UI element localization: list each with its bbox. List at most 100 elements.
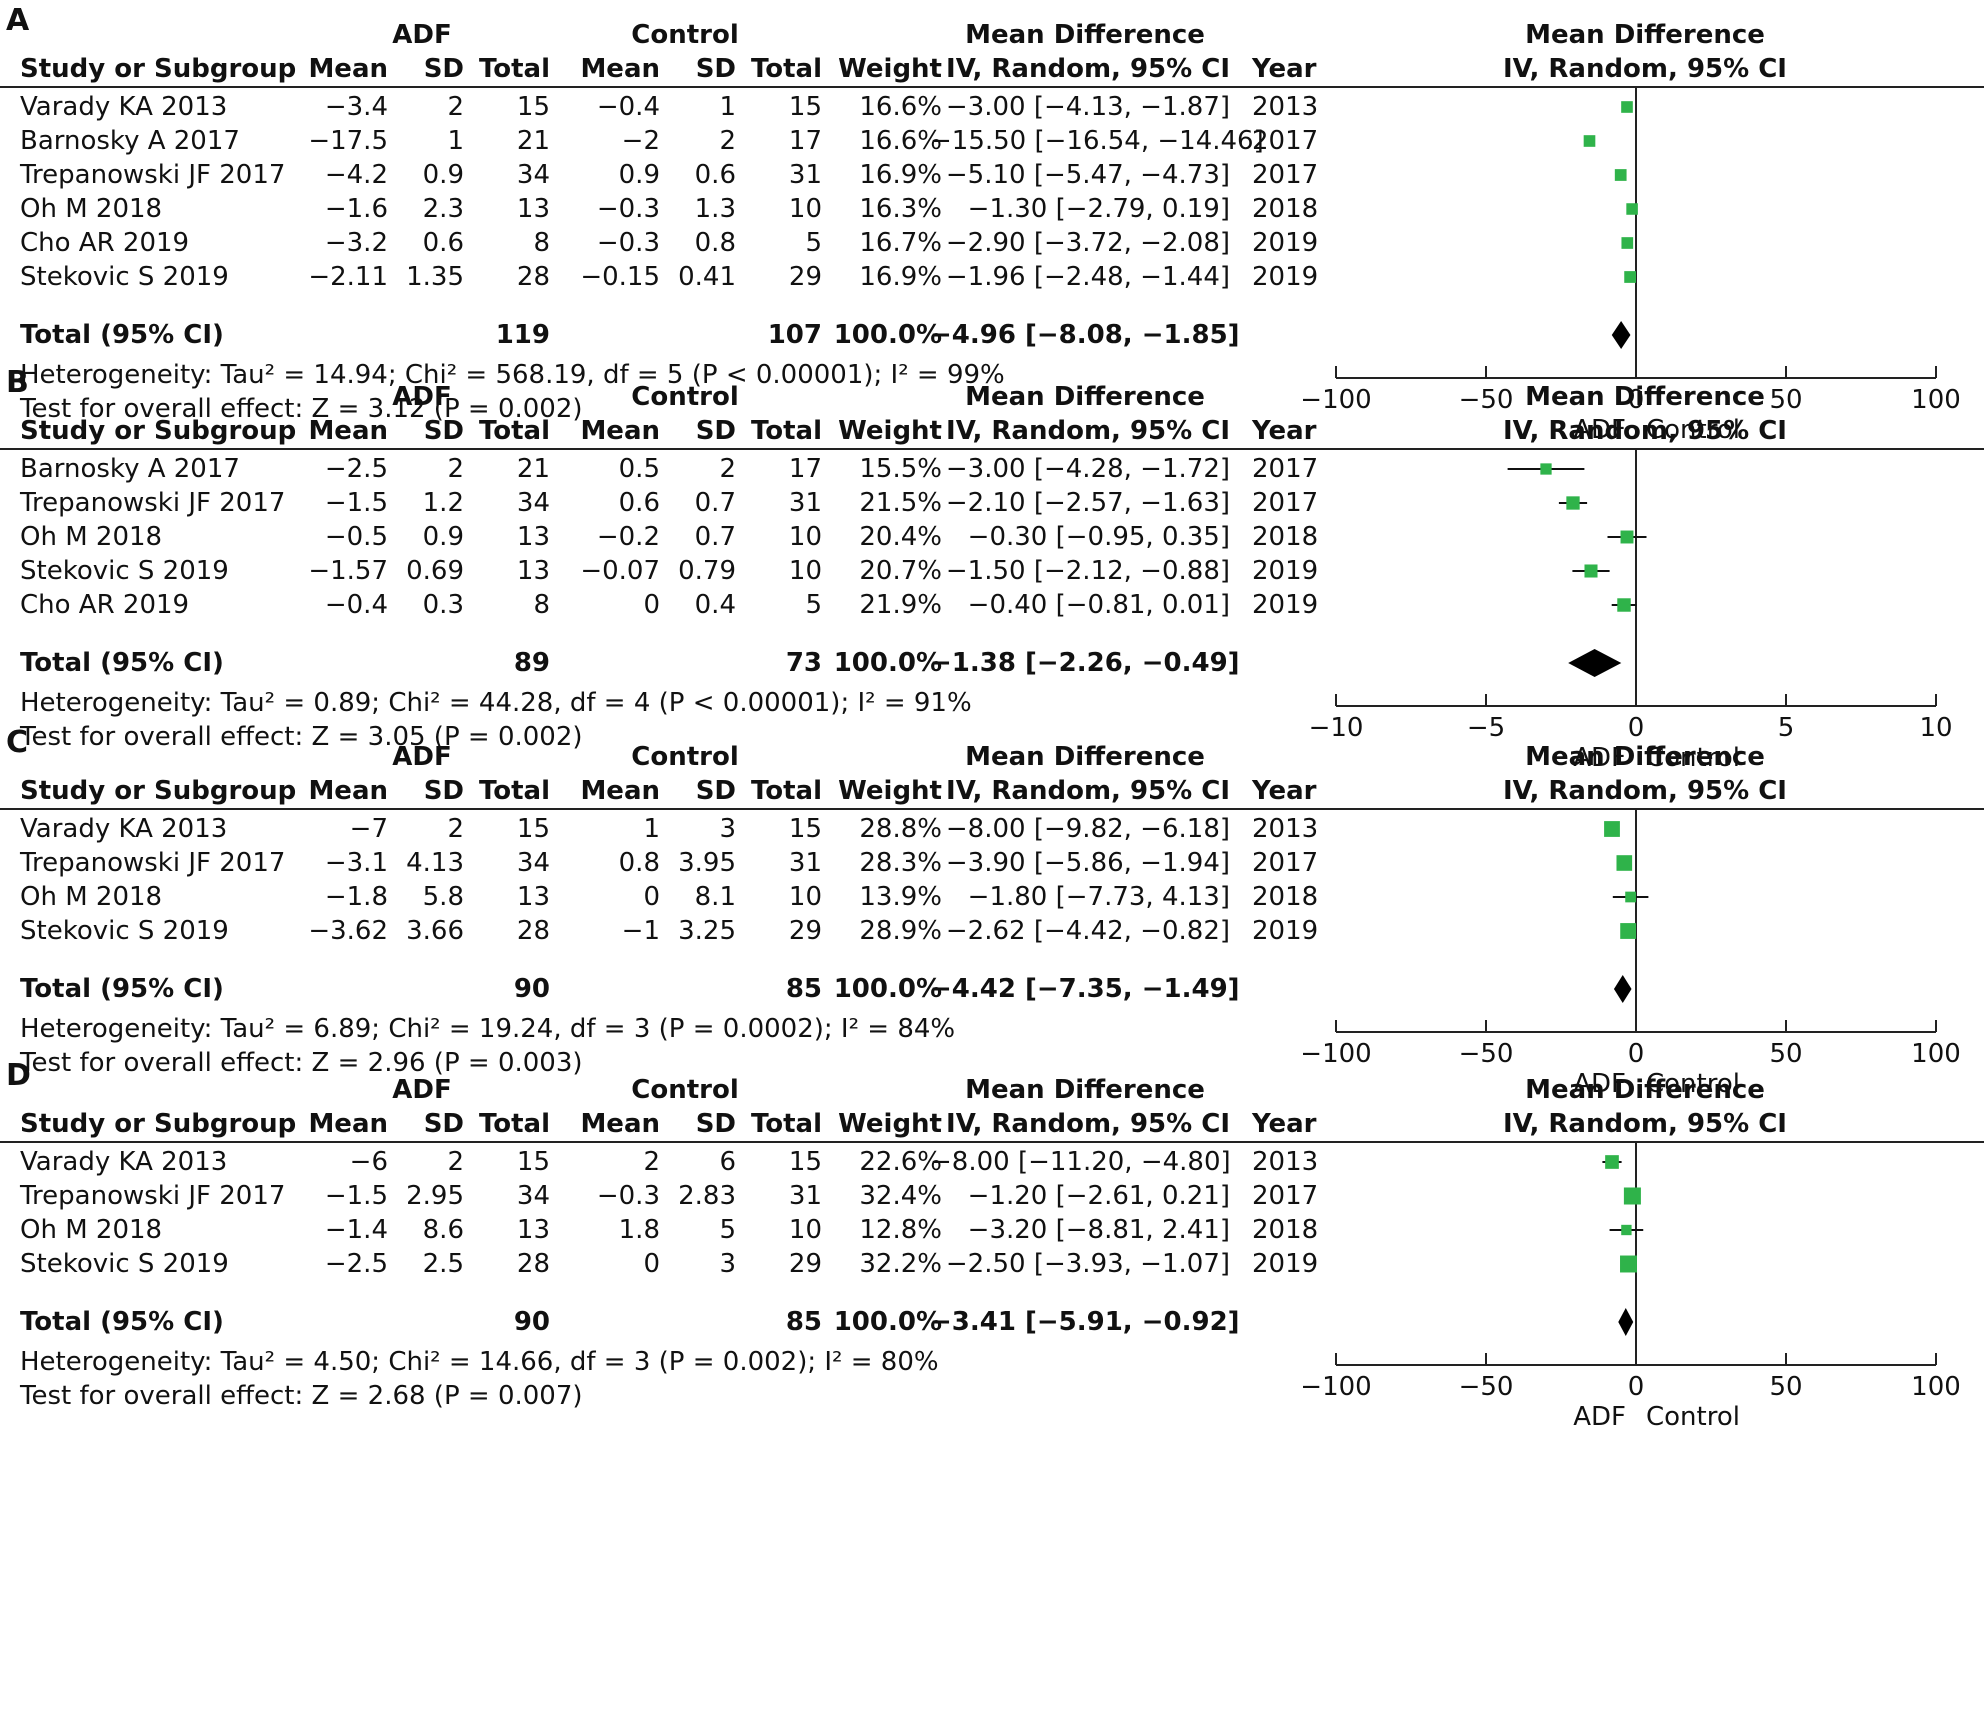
overall-effect-text: Test for overall effect: Z = 3.05 (P = 0… bbox=[20, 722, 583, 752]
cell-year: 2019 bbox=[1252, 916, 1319, 946]
study-name: Trepanowski JF 2017 bbox=[20, 488, 286, 518]
x-tick-label: −5 bbox=[1467, 713, 1505, 743]
plot-header-line1: Mean Difference bbox=[1525, 20, 1765, 50]
cell-adf-mean: −4.2 bbox=[324, 160, 388, 190]
cell-adf-total: 34 bbox=[516, 848, 550, 878]
cell-adf-mean: −3.4 bbox=[324, 92, 388, 122]
header-adf-total: Total bbox=[478, 776, 550, 806]
header-adf: ADF bbox=[392, 20, 452, 50]
cell-ci-text: −1.30 [−2.79, 0.19] bbox=[967, 194, 1230, 224]
cell-ctl-total: 10 bbox=[788, 556, 822, 586]
study-marker bbox=[1621, 1224, 1632, 1236]
header-year: Year bbox=[1252, 776, 1317, 806]
cell-adf-sd: 2.95 bbox=[406, 1181, 464, 1211]
cell-ci-text: −2.10 [−2.57, −1.63] bbox=[945, 488, 1230, 518]
cell-adf-sd: 0.9 bbox=[422, 160, 464, 190]
cell-ctl-mean: −0.3 bbox=[596, 194, 660, 224]
cell-ctl-sd: 5 bbox=[719, 1215, 736, 1245]
total-control-total: 85 bbox=[785, 1307, 822, 1337]
cell-adf-total: 34 bbox=[516, 488, 550, 518]
cell-ctl-total: 17 bbox=[788, 126, 822, 156]
study-marker bbox=[1614, 169, 1627, 181]
cell-adf-total: 28 bbox=[516, 262, 550, 292]
favours-control-label: Control bbox=[1646, 1402, 1740, 1432]
header-md-line1: Mean Difference bbox=[965, 1075, 1205, 1105]
panel-a: A ADF Control Mean Difference Mean Differenc… bbox=[0, 0, 1984, 445]
cell-ctl-sd: 6 bbox=[719, 1147, 736, 1177]
x-tick-label: −100 bbox=[1300, 385, 1371, 415]
cell-ci-text: −3.00 [−4.28, −1.72] bbox=[945, 454, 1230, 484]
header-control-mean: Mean bbox=[580, 416, 660, 446]
x-tick-label: 5 bbox=[1778, 713, 1795, 743]
total-label: Total (95% CI) bbox=[20, 320, 224, 350]
cell-ci-text: −8.00 [−11.20, −4.80] bbox=[930, 1147, 1231, 1177]
study-marker bbox=[1621, 237, 1634, 249]
cell-adf-sd: 1.35 bbox=[406, 262, 464, 292]
cell-year: 2017 bbox=[1252, 488, 1319, 518]
panel-letter: C bbox=[6, 725, 29, 760]
header-adf: ADF bbox=[392, 1075, 452, 1105]
cell-adf-mean: −2.5 bbox=[324, 1249, 388, 1279]
x-tick-label: 10 bbox=[1919, 713, 1952, 743]
cell-adf-mean: −7 bbox=[349, 814, 388, 844]
cell-year: 2018 bbox=[1252, 1215, 1319, 1245]
header-md-line2: IV, Random, 95% CI bbox=[946, 416, 1230, 446]
x-tick-label: −50 bbox=[1459, 1372, 1514, 1402]
header-adf-mean: Mean bbox=[308, 54, 388, 84]
x-tick-label: 50 bbox=[1769, 385, 1802, 415]
cell-adf-total: 34 bbox=[516, 1181, 550, 1211]
cell-adf-sd: 5.8 bbox=[422, 882, 464, 912]
cell-adf-sd: 2.5 bbox=[422, 1249, 464, 1279]
cell-adf-mean: −1.6 bbox=[324, 194, 388, 224]
study-name: Cho AR 2019 bbox=[20, 590, 190, 620]
cell-weight: 15.5% bbox=[859, 454, 942, 484]
favours-control-label: Control bbox=[1646, 415, 1740, 445]
study-name: Stekovic S 2019 bbox=[20, 556, 229, 586]
header-control-total: Total bbox=[750, 54, 822, 84]
cell-adf-total: 15 bbox=[516, 814, 550, 844]
cell-year: 2019 bbox=[1252, 590, 1319, 620]
cell-adf-total: 34 bbox=[516, 160, 550, 190]
cell-ctl-total: 10 bbox=[788, 522, 822, 552]
study-name: Varady KA 2013 bbox=[20, 814, 228, 844]
plot-header-line2: IV, Random, 95% CI bbox=[1503, 54, 1787, 84]
cell-ctl-mean: −0.07 bbox=[580, 556, 660, 586]
cell-ctl-sd: 0.7 bbox=[694, 522, 736, 552]
cell-year: 2017 bbox=[1252, 160, 1319, 190]
cell-ci-text: −0.40 [−0.81, 0.01] bbox=[967, 590, 1230, 620]
cell-ctl-sd: 3 bbox=[719, 1249, 736, 1279]
cell-adf-total: 28 bbox=[516, 1249, 550, 1279]
cell-ctl-total: 29 bbox=[788, 262, 822, 292]
cell-year: 2013 bbox=[1252, 1147, 1319, 1177]
cell-ci-text: −0.30 [−0.95, 0.35] bbox=[967, 522, 1230, 552]
study-name: Barnosky A 2017 bbox=[20, 126, 240, 156]
cell-weight: 32.4% bbox=[859, 1181, 942, 1211]
cell-adf-total: 8 bbox=[533, 590, 550, 620]
cell-adf-mean: −2.11 bbox=[308, 262, 388, 292]
cell-ci-text: −5.10 [−5.47, −4.73] bbox=[945, 160, 1230, 190]
plot-header-line1: Mean Difference bbox=[1525, 742, 1765, 772]
cell-ci-text: −1.80 [−7.73, 4.13] bbox=[967, 882, 1230, 912]
study-name: Oh M 2018 bbox=[20, 194, 163, 224]
study-name: Trepanowski JF 2017 bbox=[20, 848, 286, 878]
header-year: Year bbox=[1252, 416, 1317, 446]
cell-weight: 21.5% bbox=[859, 488, 942, 518]
cell-adf-total: 13 bbox=[516, 556, 550, 586]
header-control-total: Total bbox=[750, 1109, 822, 1139]
cell-adf-total: 13 bbox=[516, 1215, 550, 1245]
header-year: Year bbox=[1252, 54, 1317, 84]
cell-ctl-sd: 3.25 bbox=[678, 916, 736, 946]
header-md-line1: Mean Difference bbox=[965, 382, 1205, 412]
study-name: Oh M 2018 bbox=[20, 522, 163, 552]
cell-ctl-sd: 2 bbox=[719, 454, 736, 484]
x-tick-label: −100 bbox=[1300, 1372, 1371, 1402]
cell-adf-total: 8 bbox=[533, 228, 550, 258]
study-marker bbox=[1617, 598, 1631, 612]
cell-adf-mean: −1.57 bbox=[308, 556, 388, 586]
header-adf-sd: SD bbox=[423, 1109, 464, 1139]
panel-d: D ADF Control Mean Difference Mean Differenc… bbox=[0, 1055, 1984, 1486]
panel-letter: D bbox=[6, 1058, 31, 1093]
cell-adf-sd: 2 bbox=[447, 1147, 464, 1177]
cell-ci-text: −1.50 [−2.12, −0.88] bbox=[945, 556, 1230, 586]
header-adf-sd: SD bbox=[423, 54, 464, 84]
